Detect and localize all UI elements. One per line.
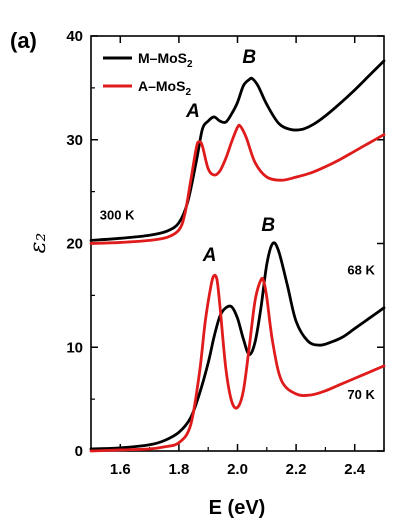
legend: M–MoS2 A–MoS2 bbox=[103, 50, 193, 98]
y-tick-label: 40 bbox=[66, 28, 83, 45]
y-tick-label: 0 bbox=[75, 443, 83, 460]
legend-label-a-mos2: A–MoS2 bbox=[138, 78, 191, 98]
x-tick-label: 2.0 bbox=[227, 461, 248, 478]
y-axis-ticks: 0 10 20 30 40 bbox=[66, 28, 384, 460]
temperature-label-300-k: 300 K bbox=[100, 208, 135, 223]
peak-label-b: B bbox=[261, 215, 275, 236]
series-line-a-mos2-70-k bbox=[89, 273, 386, 453]
x-tick-label: 1.8 bbox=[168, 461, 189, 478]
temperature-label-68-k: 68 K bbox=[347, 263, 375, 278]
y-tick-label: 10 bbox=[66, 339, 83, 356]
x-tick-label: 2.4 bbox=[344, 461, 366, 478]
legend-label-m-mos2: M–MoS2 bbox=[138, 50, 193, 70]
peak-label-a: A bbox=[202, 245, 217, 266]
y-tick-label: 30 bbox=[66, 132, 83, 149]
series-layer bbox=[89, 59, 386, 453]
series-line-a-mos2-300-k bbox=[89, 123, 386, 245]
peak-label-a: A bbox=[185, 101, 200, 122]
x-axis-title: E (eV) bbox=[209, 497, 266, 519]
annotation-layer: A B A B 300 K 68 K 70 K bbox=[100, 47, 376, 402]
panel-label: (a) bbox=[10, 28, 37, 53]
y-tick-label: 20 bbox=[66, 236, 83, 253]
x-tick-label: 2.2 bbox=[286, 461, 307, 478]
x-axis-ticks: 1.6 1.8 2.0 2.2 2.4 bbox=[90, 36, 385, 478]
peak-label-b: B bbox=[242, 47, 256, 68]
y-axis-title: ε₂ bbox=[26, 233, 51, 254]
x-tick-label: 1.6 bbox=[110, 461, 131, 478]
temperature-label-70-k: 70 K bbox=[347, 387, 375, 402]
